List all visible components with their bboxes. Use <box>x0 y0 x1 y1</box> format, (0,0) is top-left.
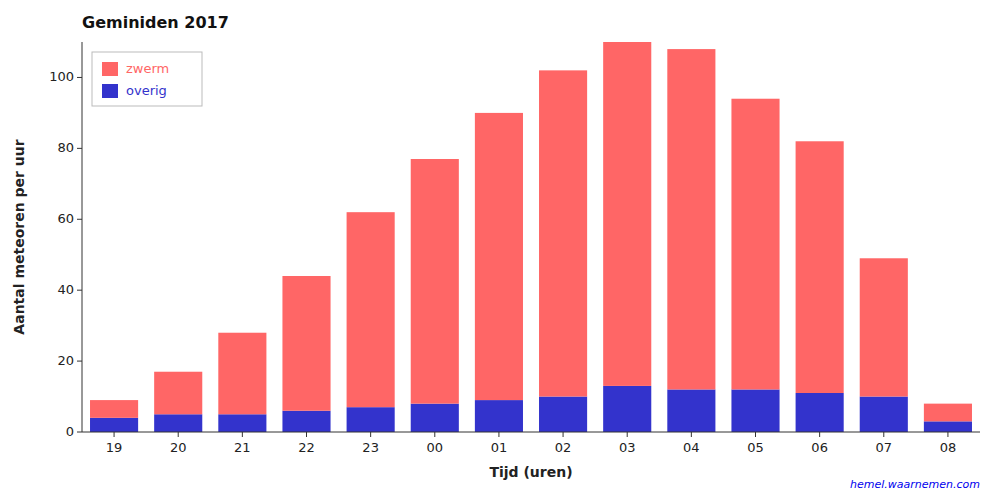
bar-segment <box>347 212 395 407</box>
x-tick <box>434 432 435 437</box>
x-tick <box>242 432 243 437</box>
bar-segment <box>218 414 266 432</box>
watermark: hemel.waarnemen.com <box>850 478 980 491</box>
x-tick <box>883 432 884 437</box>
legend: zwerm overig <box>92 52 202 106</box>
x-tick <box>178 432 179 437</box>
bar-segment <box>860 258 908 396</box>
bar-segment <box>154 414 202 432</box>
x-axis-line <box>82 432 980 433</box>
x-tick-label: 23 <box>362 440 379 455</box>
bar-segment <box>924 421 972 432</box>
x-tick-label: 21 <box>234 440 251 455</box>
bar-segment <box>603 42 651 386</box>
legend-swatch <box>102 62 118 76</box>
bar-segment <box>475 400 523 432</box>
x-tick-label: 04 <box>683 440 700 455</box>
bar-segment <box>667 389 715 432</box>
x-tick <box>819 432 820 437</box>
legend-label: overig <box>126 83 167 98</box>
bar-segment <box>731 389 779 432</box>
x-tick-label: 08 <box>940 440 957 455</box>
x-tick <box>498 432 499 437</box>
bar-segment <box>924 404 972 422</box>
bar-segment <box>154 372 202 415</box>
bar-segment <box>90 418 138 432</box>
x-tick <box>114 432 115 437</box>
bar-segment <box>90 400 138 418</box>
bar-segment <box>796 393 844 432</box>
bar-segment <box>218 333 266 415</box>
y-tick <box>77 290 82 291</box>
bars <box>90 42 972 432</box>
y-tick-label: 20 <box>57 353 74 368</box>
x-tick-label: 19 <box>106 440 123 455</box>
chart-title: Geminiden 2017 <box>82 13 229 32</box>
legend-label: zwerm <box>126 61 169 76</box>
bar-segment <box>667 49 715 389</box>
bar-segment <box>539 70 587 396</box>
bar-segment <box>860 397 908 432</box>
y-axis-line <box>82 42 83 432</box>
x-tick <box>627 432 628 437</box>
bar-segment <box>282 276 330 411</box>
y-axis-label: Aantal meteoren per uur <box>11 139 27 334</box>
y-tick <box>77 219 82 220</box>
bar-segment <box>796 141 844 393</box>
chart-container: 0 20 40 60 80 100 19 20 21 22 23 00 01 02 03 04 05 06 07 08… <box>0 0 1000 500</box>
y-tick-label: 80 <box>57 140 74 155</box>
x-tick-label: 05 <box>747 440 764 455</box>
y-tick <box>77 361 82 362</box>
bar-segment <box>411 159 459 404</box>
x-tick-label: 03 <box>619 440 636 455</box>
bar-segment <box>731 99 779 390</box>
x-tick <box>755 432 756 437</box>
x-tick <box>563 432 564 437</box>
legend-frame <box>92 52 202 106</box>
y-tick <box>77 148 82 149</box>
x-tick <box>691 432 692 437</box>
y-tick <box>77 77 82 78</box>
y-tick-label: 60 <box>57 211 74 226</box>
x-tick-label: 00 <box>427 440 444 455</box>
x-tick <box>306 432 307 437</box>
bar-segment <box>475 113 523 400</box>
x-tick <box>370 432 371 437</box>
y-tick-label: 40 <box>57 282 74 297</box>
bar-segment <box>411 404 459 432</box>
x-tick-label: 07 <box>876 440 893 455</box>
x-axis-label: Tijd (uren) <box>489 464 572 480</box>
bar-segment <box>539 397 587 432</box>
x-tick-label: 01 <box>491 440 508 455</box>
x-tick-label: 06 <box>811 440 828 455</box>
bar-segment <box>603 386 651 432</box>
bar-segment <box>347 407 395 432</box>
x-tick-label: 22 <box>298 440 315 455</box>
y-tick-label: 100 <box>49 69 74 84</box>
y-tick-label: 0 <box>66 424 74 439</box>
x-tick <box>947 432 948 437</box>
x-tick-label: 02 <box>555 440 572 455</box>
chart-svg: 0 20 40 60 80 100 19 20 21 22 23 00 01 02 03 04 05 06 07 08… <box>0 0 1000 500</box>
legend-swatch <box>102 84 118 98</box>
bar-segment <box>282 411 330 432</box>
y-tick <box>77 432 82 433</box>
x-tick-label: 20 <box>170 440 187 455</box>
